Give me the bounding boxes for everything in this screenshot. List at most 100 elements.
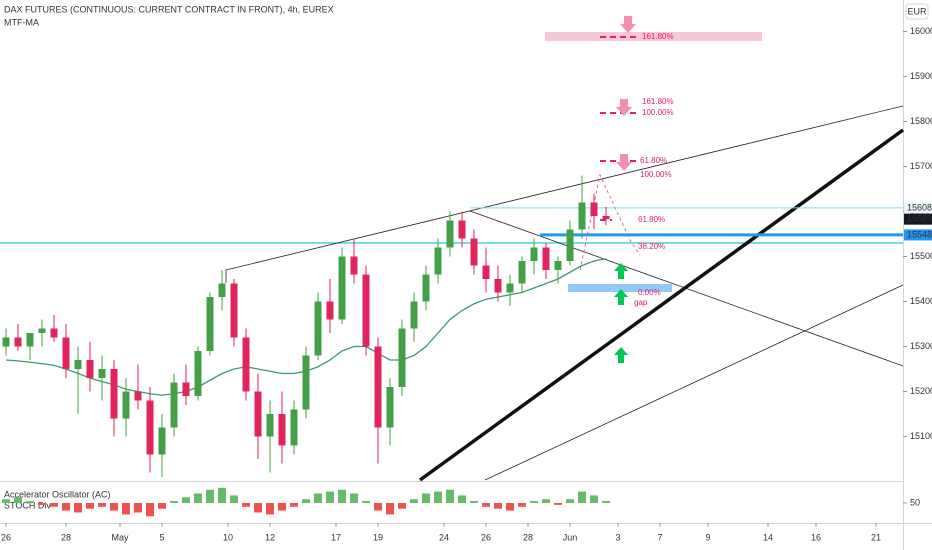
candle-body: [398, 328, 406, 387]
candle-body: [266, 414, 274, 437]
candle-body: [482, 265, 490, 279]
x-tick-label: 26: [481, 532, 491, 542]
oscillator-bar: [206, 489, 214, 503]
oscillator-bar: [74, 503, 82, 513]
trend-line: [484, 284, 904, 481]
x-tick-label: 3: [615, 532, 620, 542]
currency-box[interactable]: [905, 3, 929, 20]
x-tick-label: 9: [705, 532, 710, 542]
oscillator-bar: [302, 499, 310, 503]
oscillator-bar: [146, 503, 154, 517]
oscillator-bar: [26, 501, 34, 503]
candle-body: [122, 391, 130, 419]
candle-body: [386, 387, 394, 428]
oscillator-bar: [374, 503, 382, 511]
candle-body: [254, 391, 262, 437]
oscillator-bar: [38, 503, 46, 505]
y-tick-label: 15200: [910, 386, 932, 396]
candle-body: [218, 283, 226, 297]
fib-label: 61.80%: [638, 215, 665, 224]
candle-body: [362, 274, 370, 347]
x-tick-label: 10: [223, 532, 233, 542]
oscillator-name: STOCH Div: [4, 500, 51, 510]
fib-label: 38.20%: [638, 242, 665, 251]
oscillator-bar: [458, 495, 466, 503]
oscillator-bar: [158, 503, 166, 509]
oscillator-bar: [482, 503, 490, 507]
candle-body: [62, 337, 70, 369]
oscillator-bar: [398, 503, 406, 509]
candle-body: [506, 283, 514, 293]
y-tick-label: 16000: [910, 26, 932, 36]
y-tick-label: 15700: [910, 161, 932, 171]
up-arrows: [614, 263, 628, 363]
indicator-name: MTF-MA: [4, 17, 39, 27]
oscillator-bar: [122, 503, 130, 515]
candle-body: [50, 328, 58, 338]
candle-body: [446, 220, 454, 248]
oscillator-bar: [362, 501, 370, 503]
oscillator-bar: [278, 503, 286, 511]
candle-body: [566, 229, 574, 261]
oscillator-bar: [242, 503, 250, 507]
candle-body: [2, 337, 10, 347]
y-tick-label: 15400: [910, 296, 932, 306]
candle-body: [146, 400, 154, 455]
candle-body: [290, 409, 298, 446]
candle-body: [434, 247, 442, 275]
candle-body: [374, 346, 382, 428]
candle-body: [350, 256, 358, 275]
oscillator-bar: [266, 503, 274, 515]
oscillator-bar: [446, 489, 454, 503]
candle-body: [518, 261, 526, 284]
candle-body: [14, 337, 22, 347]
fib-label: 61.80%: [640, 156, 667, 165]
fib-label: 161.80%: [642, 32, 674, 41]
oscillator-bar: [494, 503, 502, 509]
candle-body: [194, 351, 202, 396]
candle-body: [86, 360, 94, 378]
candle-body: [170, 382, 178, 428]
candle-body: [578, 202, 586, 230]
candle-body: [158, 427, 166, 455]
x-tick-label: 24: [439, 532, 449, 542]
x-tick-label: 16: [811, 532, 821, 542]
y-tick-label: 15500: [910, 251, 932, 261]
down-arrows: [616, 16, 636, 171]
price-label: 15608: [907, 202, 932, 212]
fib-label: 161.80%: [642, 97, 674, 106]
x-tick-label: 21: [871, 532, 881, 542]
oscillator-bar: [194, 493, 202, 503]
y-tick-label: 50: [910, 497, 920, 507]
oscillator-bar: [554, 503, 562, 505]
x-tick-label: 28: [523, 532, 533, 542]
candle-body: [590, 202, 598, 216]
candle-body: [326, 301, 334, 320]
oscillator-bar: [434, 491, 442, 503]
candle-body: [278, 414, 286, 446]
candle-body: [26, 333, 34, 347]
oscillator-bar: [254, 503, 262, 513]
oscillator-bar: [530, 501, 538, 503]
price-label: 15583: [907, 214, 932, 224]
oscillator-bar: [470, 501, 478, 503]
candle-body: [422, 274, 430, 302]
x-tick-label: May: [111, 532, 129, 542]
x-tick-label: 26: [1, 532, 11, 542]
oscillator-bar: [134, 503, 142, 513]
candle-body: [134, 391, 142, 401]
y-tick-label: 15100: [910, 431, 932, 441]
fib-label: 100.00%: [640, 170, 672, 179]
x-tick-label: 5: [159, 532, 164, 542]
candle-body: [470, 238, 478, 266]
oscillator-bar: [578, 491, 586, 503]
candle-body: [602, 216, 610, 220]
x-tick-label: Jun: [563, 532, 578, 542]
x-tick-label: 14: [763, 532, 773, 542]
candle-body: [554, 261, 562, 270]
y-tick-label: 15800: [910, 116, 932, 126]
fib-zone: [545, 32, 762, 41]
price-label: 15548: [907, 229, 932, 239]
